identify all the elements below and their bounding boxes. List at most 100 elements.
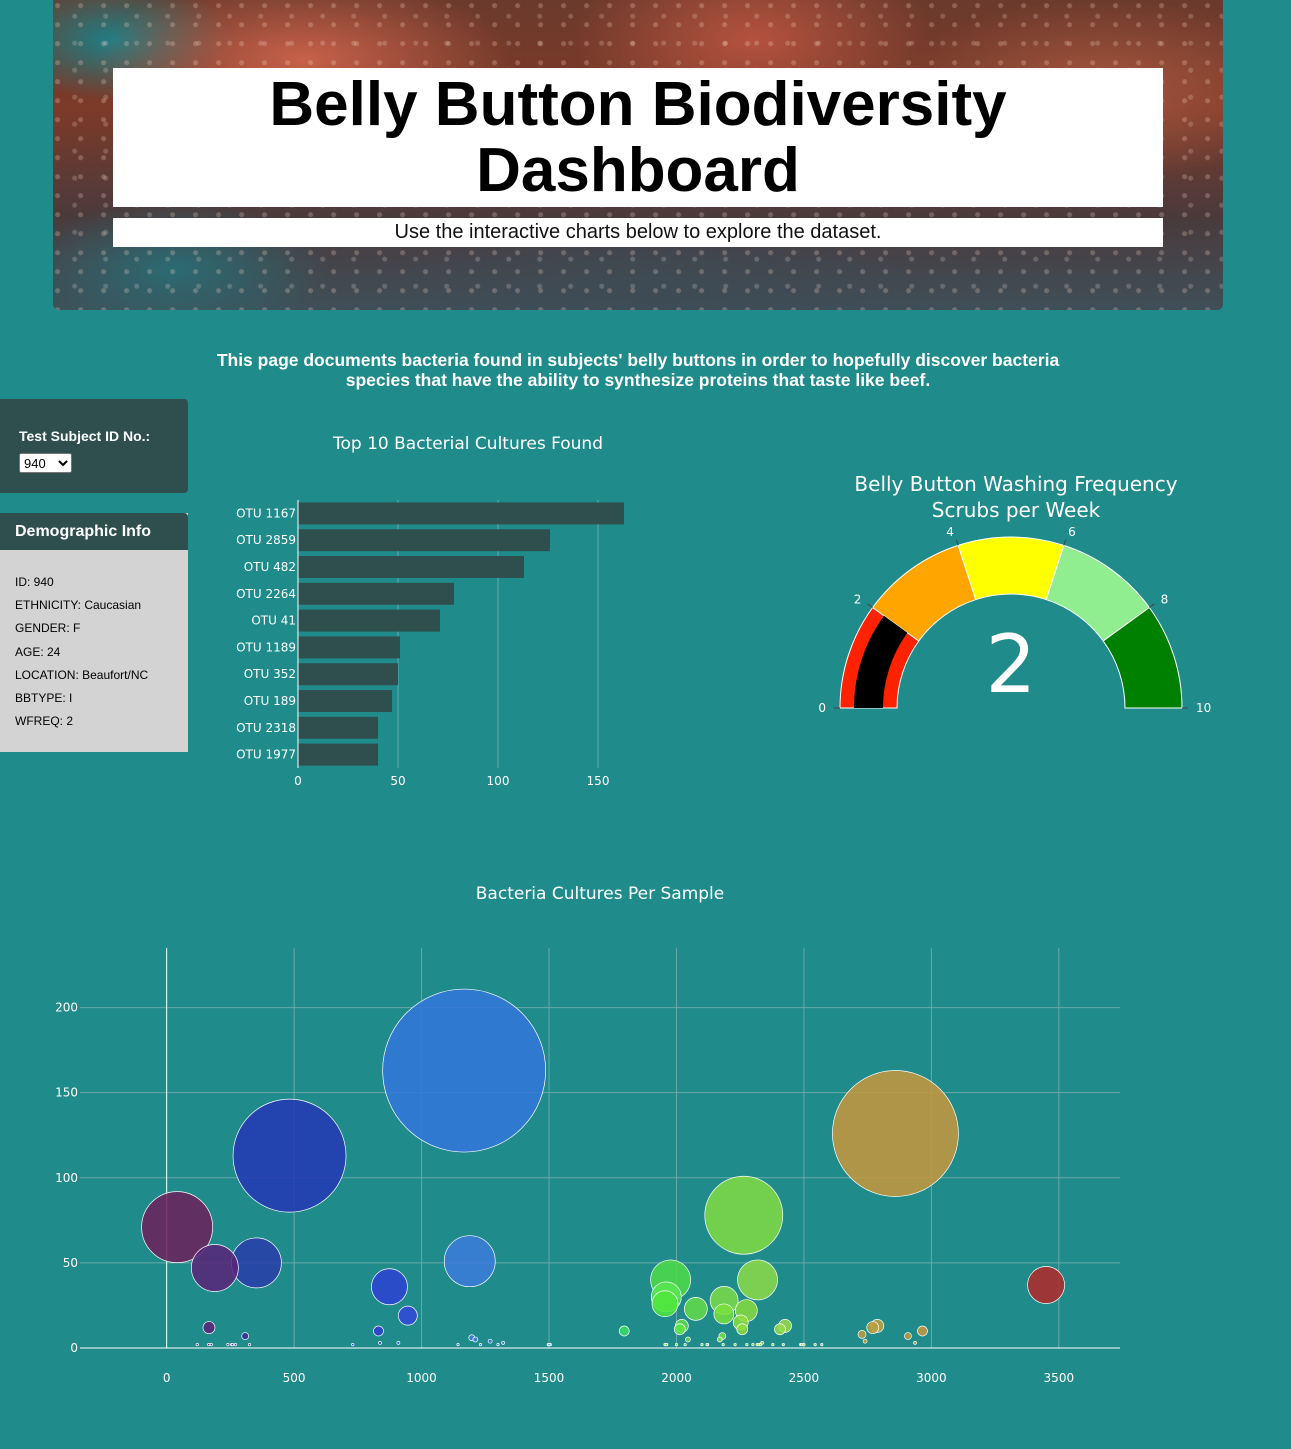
bubble	[745, 1343, 749, 1347]
bubble	[231, 1237, 282, 1289]
gauge-tick	[955, 539, 959, 546]
gauge-tick	[867, 603, 873, 608]
title-box: Belly Button Biodiversity Dashboard	[113, 68, 1163, 207]
bubble	[396, 1341, 401, 1345]
bubble	[751, 1343, 755, 1347]
bar-y-tick-label: OTU 41	[251, 614, 296, 628]
gauge-tick-label: 2	[854, 592, 862, 606]
bubble	[618, 1325, 630, 1337]
bubble	[820, 1343, 824, 1347]
bubble-chart-title: Bacteria Cultures Per Sample	[476, 884, 724, 904]
bubble	[501, 1341, 505, 1345]
bubble-y-tick-label: 50	[63, 1256, 78, 1270]
bubble	[721, 1343, 725, 1347]
bubble	[674, 1343, 679, 1347]
bubble	[802, 1343, 806, 1347]
gauge-tick-label: 8	[1161, 592, 1169, 606]
bubble	[373, 1325, 384, 1337]
bar	[298, 663, 398, 686]
bar-y-tick-label: OTU 1167	[236, 506, 296, 520]
bar-y-tick-label: OTU 352	[244, 667, 296, 681]
bubble	[207, 1343, 211, 1347]
demo-age: AGE: 24	[15, 644, 61, 659]
bubble	[685, 1336, 691, 1343]
demo-bbtype: BBTYPE: I	[15, 690, 73, 705]
bubble	[716, 1336, 723, 1343]
bubble-x-tick-label: 0	[163, 1371, 171, 1385]
bubble	[771, 1343, 775, 1347]
bubble	[832, 1070, 959, 1197]
bubble	[195, 1343, 199, 1347]
bar-chart-title: Top 10 Bacterial Cultures Found	[332, 434, 603, 454]
bar-y-tick-label: OTU 2264	[236, 587, 296, 601]
bubble-y-tick-label: 0	[70, 1341, 78, 1355]
bubble	[472, 1336, 479, 1343]
bubble	[547, 1343, 551, 1347]
page-title: Belly Button Biodiversity Dashboard	[269, 69, 1007, 205]
subject-id-select[interactable]: 940	[19, 453, 72, 473]
bubble-x-tick-label: 3500	[1044, 1371, 1075, 1385]
bubble	[487, 1338, 493, 1344]
bubble	[857, 1330, 867, 1339]
bubble	[781, 1343, 785, 1347]
bar	[298, 582, 454, 605]
bubble	[351, 1343, 355, 1347]
bubble	[713, 1303, 735, 1325]
bar-y-tick-label: OTU 2318	[236, 721, 296, 735]
bar-y-tick-label: OTU 482	[244, 560, 296, 574]
bubble	[736, 1323, 749, 1336]
bubble	[774, 1323, 786, 1336]
subject-select-panel: Test Subject ID No.: 940	[0, 399, 188, 493]
bubble-x-tick-label: 500	[283, 1371, 306, 1385]
bubble-y-tick-label: 150	[55, 1086, 78, 1100]
bar-x-tick-label: 50	[390, 774, 405, 788]
bar	[298, 690, 392, 712]
demographic-body: ID: 940 ETHNICITY: Caucasian GENDER: F A…	[0, 550, 188, 737]
bar-x-tick-label: 150	[587, 774, 610, 788]
bar	[298, 716, 378, 739]
bubble	[1027, 1266, 1065, 1304]
bubble	[917, 1325, 928, 1337]
demographic-heading: Demographic Info	[0, 513, 188, 550]
bubble	[382, 988, 546, 1153]
page-subtitle: Use the interactive charts below to expl…	[113, 218, 1163, 247]
gauge-value-bar	[854, 615, 908, 708]
subject-select-label: Test Subject ID No.:	[19, 428, 151, 444]
bubble	[202, 1321, 216, 1334]
bubble	[226, 1343, 230, 1347]
gauge-step	[957, 536, 1065, 601]
bubble	[813, 1343, 817, 1347]
bar-x-tick-label: 0	[294, 774, 302, 788]
bubble	[862, 1338, 868, 1344]
bubble	[704, 1175, 784, 1255]
bubble	[230, 1343, 234, 1347]
bar	[298, 502, 624, 525]
bar-y-tick-label: OTU 1189	[236, 640, 296, 654]
gauge-title: Belly Button Washing Frequency	[854, 472, 1177, 496]
bar	[298, 743, 378, 766]
gauge-tick-label: 6	[1068, 525, 1076, 539]
bubble	[247, 1343, 252, 1347]
bubble	[209, 1343, 213, 1347]
gauge-tick	[1149, 603, 1155, 608]
bubble	[683, 1297, 708, 1321]
demographic-panel: Demographic Info ID: 940 ETHNICITY: Cauc…	[0, 513, 188, 752]
bubble	[673, 1323, 686, 1336]
bubble-y-tick-label: 100	[55, 1171, 78, 1185]
bubble	[190, 1244, 239, 1292]
bubble	[913, 1341, 917, 1345]
bubble-x-tick-label: 1000	[406, 1371, 437, 1385]
bubble	[397, 1305, 418, 1326]
bar-y-tick-label: OTU 1977	[236, 748, 296, 762]
gauge-tick-label: 4	[946, 525, 954, 539]
demo-location: LOCATION: Beaufort/NC	[15, 667, 149, 682]
gauge-step	[1102, 606, 1183, 709]
demo-gender: GENDER: F	[15, 621, 81, 636]
bubble	[904, 1332, 912, 1340]
intro-text: This page documents bacteria found in su…	[216, 350, 1060, 390]
bubble	[232, 1098, 347, 1213]
bubble	[664, 1343, 668, 1347]
bubble	[371, 1268, 408, 1306]
bubble	[456, 1343, 460, 1347]
